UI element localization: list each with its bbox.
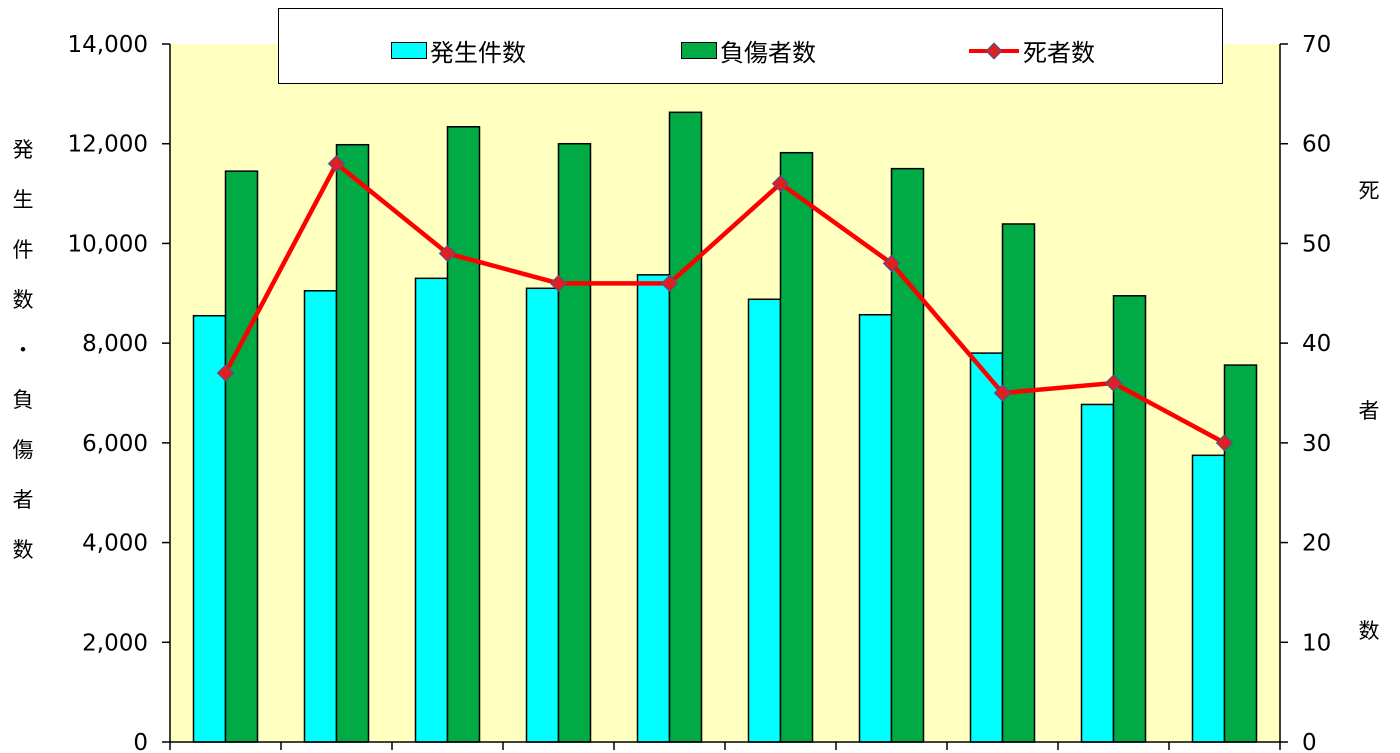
bar-injured bbox=[557, 142, 592, 743]
point-deaths bbox=[1104, 374, 1123, 392]
y-left-tick-label: 8,000 bbox=[82, 331, 148, 357]
y-left-tick-label: 4,000 bbox=[82, 531, 148, 557]
y-right-tick-label: 50 bbox=[1302, 231, 1331, 257]
y-axis-right-label-text: 死者数 bbox=[1358, 179, 1380, 643]
bar-injured bbox=[446, 126, 481, 743]
bar-injured bbox=[1001, 223, 1036, 743]
bar-injured bbox=[890, 167, 925, 743]
point-deaths bbox=[660, 274, 679, 293]
legend-swatch-deaths bbox=[969, 41, 1019, 61]
point-deaths bbox=[1215, 434, 1234, 452]
bar-injured bbox=[224, 170, 259, 743]
legend-label-injured: 負傷者数 bbox=[720, 39, 816, 67]
bar-incidents bbox=[414, 277, 449, 743]
point-deaths bbox=[882, 254, 901, 273]
point-deaths bbox=[993, 384, 1012, 402]
y-left-tick-label: 0 bbox=[133, 730, 148, 753]
line-deaths bbox=[223, 161, 1226, 445]
point-deaths bbox=[327, 154, 346, 173]
y-left-tick-label: 2,000 bbox=[82, 630, 148, 656]
point-deaths bbox=[438, 244, 457, 263]
y-axis-left-label: 発生件数・負傷者数 bbox=[8, 125, 38, 575]
bar-incidents bbox=[525, 287, 560, 743]
bar-incidents bbox=[636, 274, 671, 743]
legend-swatch-injured bbox=[681, 42, 717, 59]
legend-item-deaths: 死者数 bbox=[969, 33, 1095, 68]
bar-incidents bbox=[858, 313, 893, 743]
bar-injured bbox=[1112, 295, 1147, 743]
legend-item-incidents: 発生件数 bbox=[391, 33, 526, 68]
y-left-tick-label: 12,000 bbox=[68, 132, 148, 158]
y-right-tick-label: 0 bbox=[1302, 730, 1317, 753]
legend-swatch-incidents bbox=[391, 42, 427, 59]
bar-injured bbox=[1223, 364, 1258, 743]
y-left-tick-label: 10,000 bbox=[68, 231, 148, 257]
y-left-tick-label: 6,000 bbox=[82, 431, 148, 457]
bar-incidents bbox=[303, 290, 338, 743]
y-axis-right-label: 死者数 bbox=[1354, 150, 1384, 645]
y-left-tick-label: 14,000 bbox=[68, 32, 148, 58]
legend-label-incidents: 発生件数 bbox=[430, 39, 526, 67]
y-right-tick-label: 70 bbox=[1302, 32, 1331, 58]
bar-injured bbox=[335, 143, 370, 743]
bar-injured bbox=[668, 111, 703, 743]
y-right-tick-label: 40 bbox=[1302, 331, 1331, 357]
y-right-tick-label: 10 bbox=[1302, 630, 1331, 656]
y-right-tick-label: 20 bbox=[1302, 531, 1331, 557]
legend-label-deaths: 死者数 bbox=[1023, 39, 1095, 67]
y-right-tick-label: 30 bbox=[1302, 431, 1331, 457]
point-deaths bbox=[216, 364, 235, 382]
point-deaths bbox=[549, 274, 568, 293]
bar-incidents bbox=[747, 298, 782, 743]
bar-injured bbox=[779, 151, 814, 743]
point-deaths bbox=[771, 174, 790, 193]
bar-incidents bbox=[192, 314, 227, 743]
legend-item-injured: 負傷者数 bbox=[681, 33, 816, 68]
bar-incidents bbox=[1080, 403, 1115, 743]
y-axis-left-label-text: 発生件数・負傷者数 bbox=[12, 138, 34, 562]
y-right-tick-label: 60 bbox=[1302, 132, 1331, 158]
bar-incidents bbox=[969, 352, 1004, 743]
bar-incidents bbox=[1191, 454, 1226, 743]
legend: 発生件数 負傷者数 死者数 bbox=[278, 8, 1223, 84]
